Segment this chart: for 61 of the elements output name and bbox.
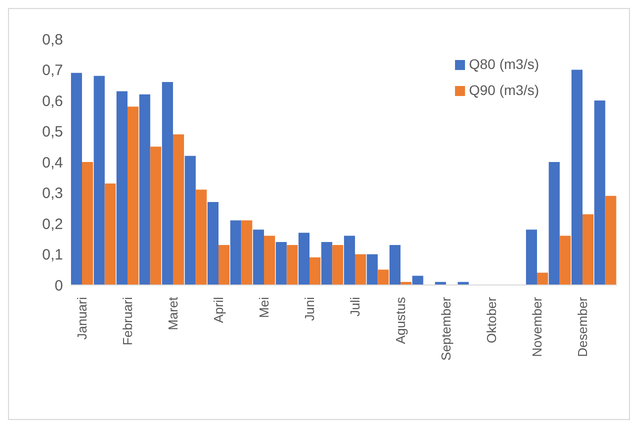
bar (241, 220, 252, 285)
bar (94, 76, 105, 285)
bar (196, 190, 207, 285)
bar (184, 156, 196, 285)
bar (218, 245, 230, 285)
x-tick-label: Januari (74, 296, 90, 340)
bar (230, 220, 242, 285)
bar (208, 202, 218, 285)
y-tick-label: 0,1 (42, 246, 63, 264)
bar (560, 236, 571, 285)
x-tick-label: Agustus (392, 296, 408, 344)
bar (537, 272, 548, 285)
bar (173, 134, 184, 285)
x-tick-label: Mei (256, 296, 272, 318)
x-tick-label: Maret (165, 296, 180, 330)
x-tick-label: April (210, 296, 226, 324)
x-tick-label: Desember (574, 296, 590, 357)
bar (572, 70, 582, 285)
y-tick-label: 0,4 (42, 154, 63, 172)
bar (378, 270, 389, 285)
bar (162, 82, 173, 285)
bar (548, 162, 560, 285)
bar (582, 214, 594, 285)
bar (253, 230, 264, 285)
x-tick-label: November (529, 296, 544, 357)
bar (390, 245, 400, 285)
bar (128, 106, 138, 285)
bar (286, 245, 298, 285)
bar (71, 72, 82, 285)
x-tick-label: September (438, 296, 454, 361)
y-tick-label: 0,5 (42, 124, 63, 141)
bar (82, 162, 93, 285)
bar (139, 94, 150, 285)
legend-label: Q90 (m3/s) (468, 82, 539, 98)
y-tick-label: 0,6 (42, 92, 63, 110)
bar (150, 146, 162, 285)
bar (332, 245, 344, 285)
x-tick-label: Oktober (484, 296, 499, 344)
bar (264, 236, 275, 285)
bar (526, 230, 537, 285)
bar (321, 242, 332, 285)
x-tick-label: Juni (302, 296, 317, 321)
bar (310, 257, 320, 285)
y-tick-label: 0,7 (42, 62, 63, 80)
bar (344, 236, 355, 285)
y-tick-label: 0,3 (42, 185, 63, 202)
bar (594, 100, 606, 285)
y-tick-label: 0,2 (42, 216, 63, 233)
x-tick-label: Februari (120, 296, 135, 346)
bar (116, 91, 128, 285)
bar (366, 254, 378, 285)
bar (104, 184, 116, 285)
bar (412, 276, 424, 285)
bar (298, 232, 310, 285)
bar (605, 196, 616, 285)
legend-label: Q80 (m3/s) (468, 56, 539, 72)
bar (276, 242, 287, 285)
y-tick-label: 0,8 (42, 31, 63, 48)
x-tick-label: Juli (347, 296, 362, 317)
y-tick-label: 0 (54, 277, 63, 294)
bar (355, 254, 366, 285)
